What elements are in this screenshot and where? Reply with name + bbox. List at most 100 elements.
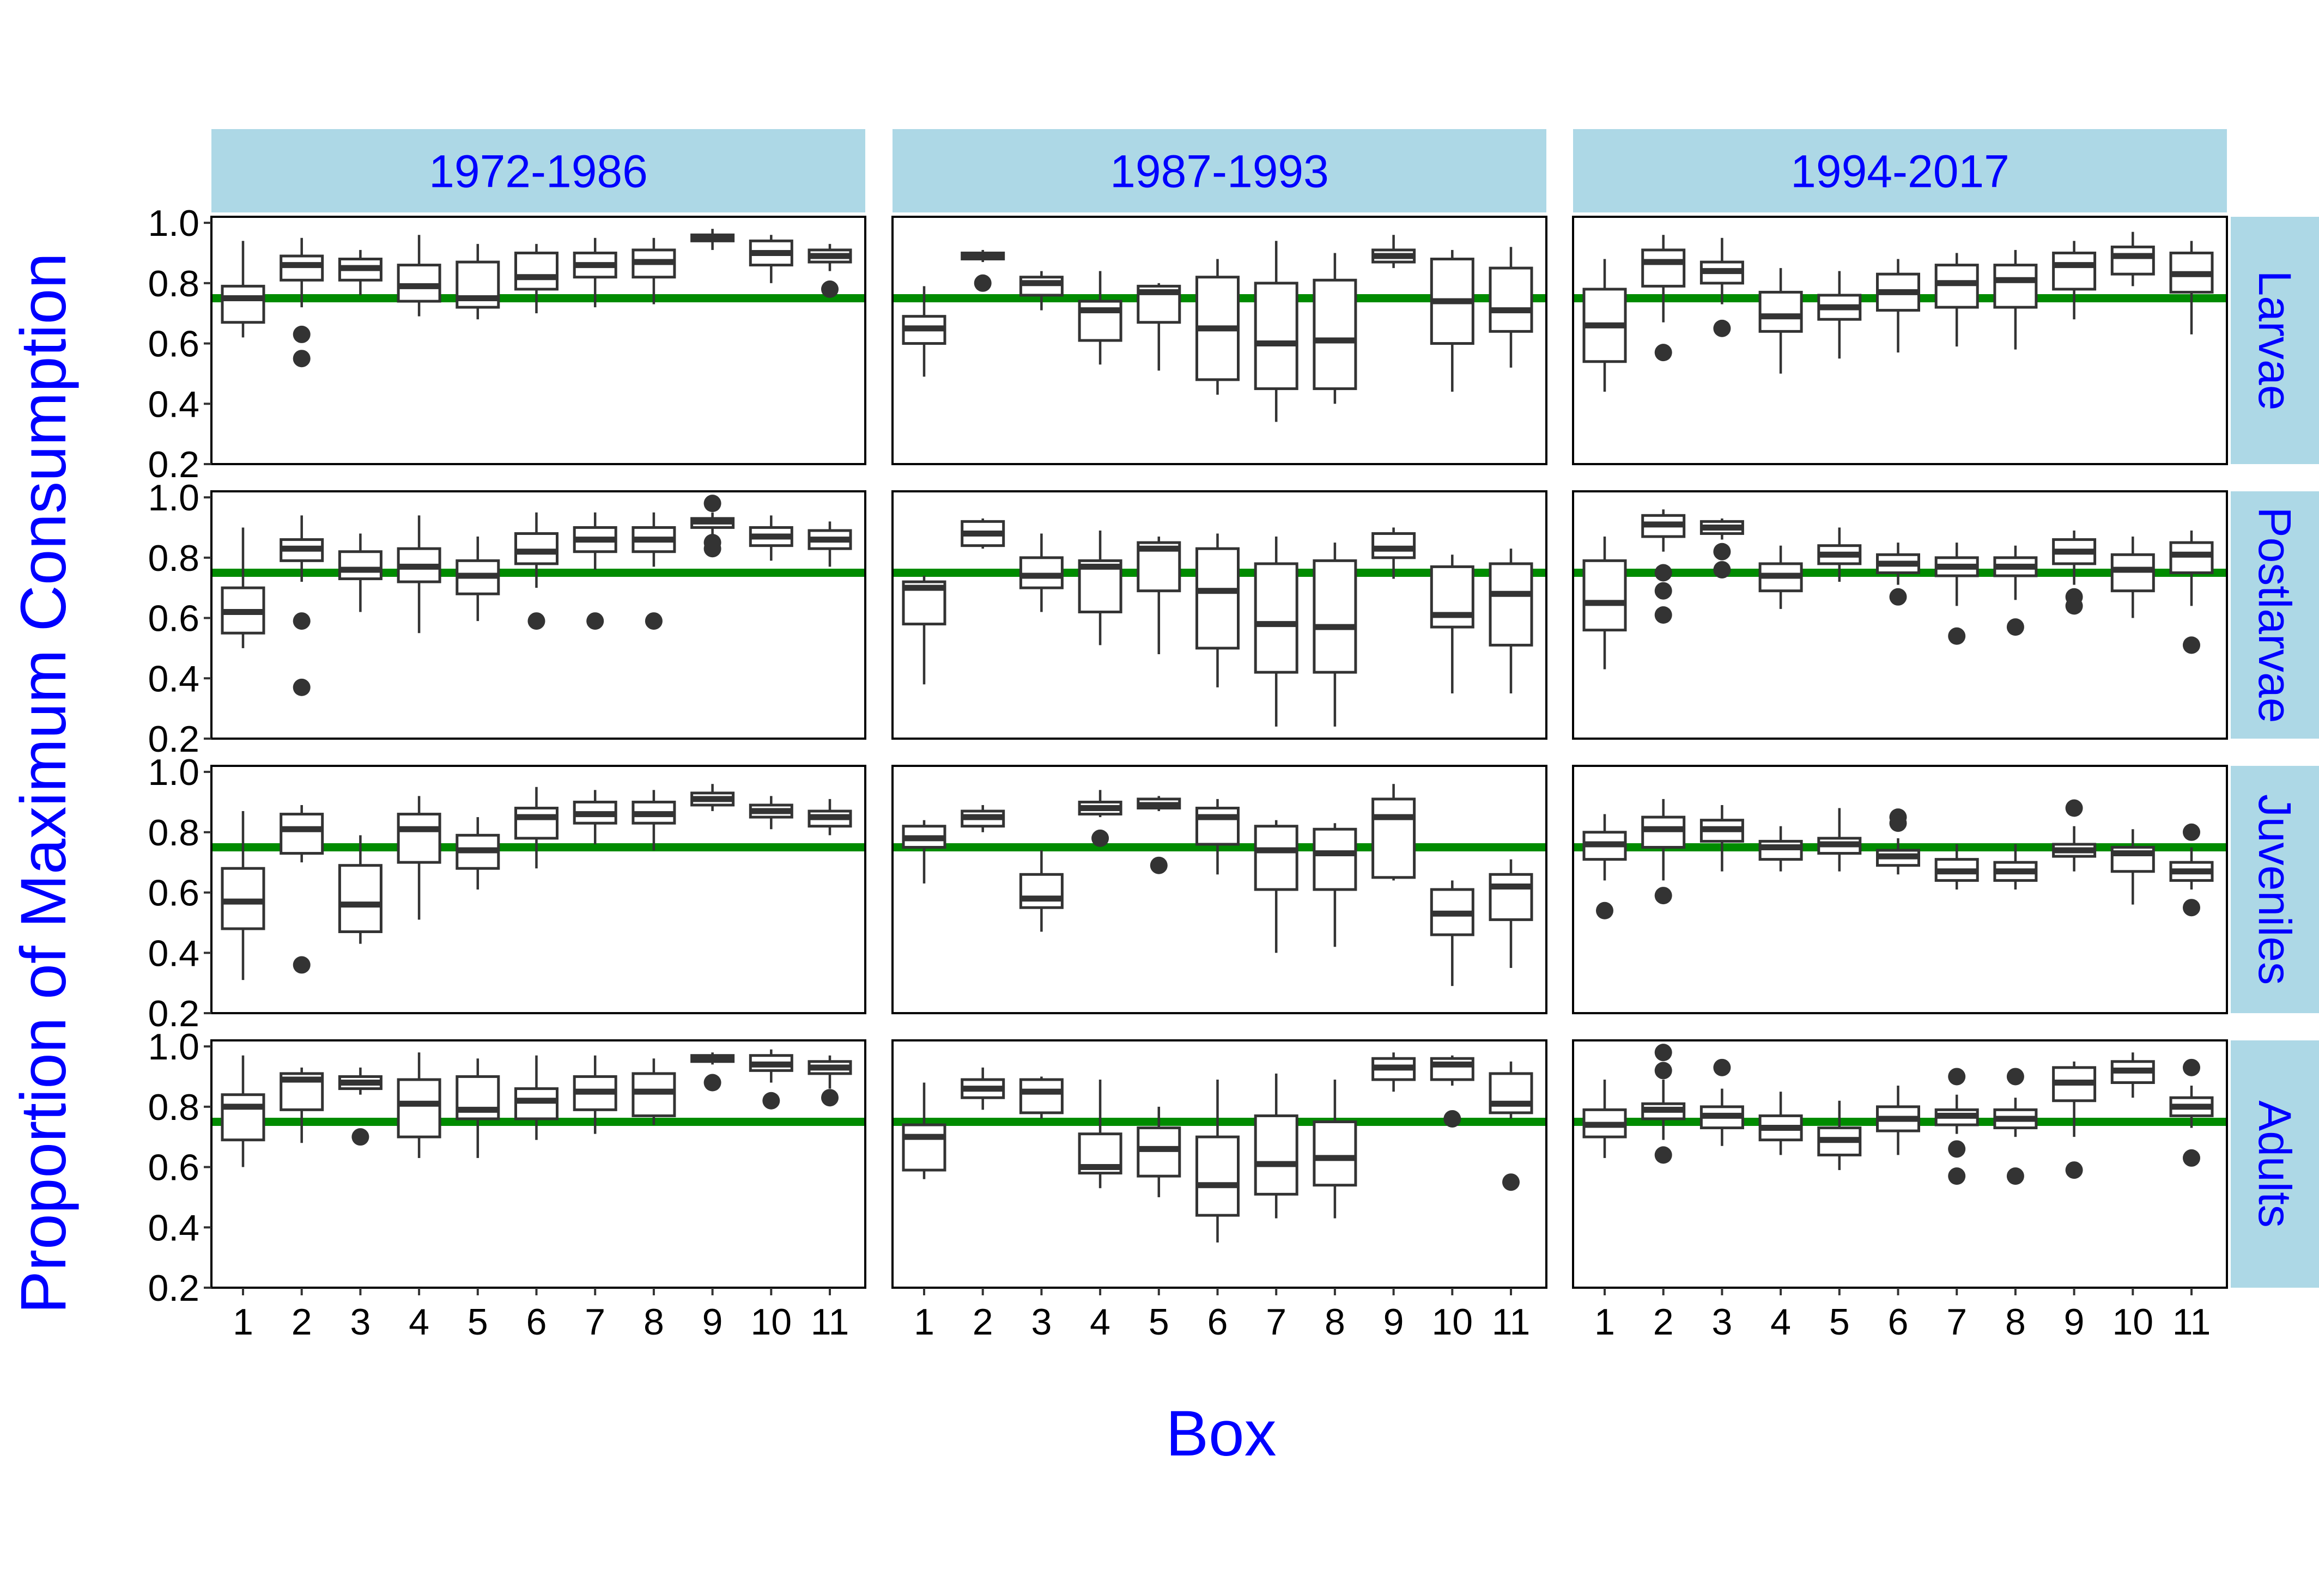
- facet-strip-col-2: [893, 129, 1546, 212]
- box-6: [514, 512, 558, 630]
- box-outlier: [2065, 799, 2083, 817]
- box-outlier: [1889, 588, 1907, 606]
- panel-content: [1573, 799, 2227, 919]
- y-tick-label: 0.2: [148, 444, 199, 485]
- box-11: [2169, 823, 2214, 917]
- box-body: [280, 813, 324, 855]
- box-outlier: [1654, 1044, 1672, 1062]
- y-tick-label: 0.2: [148, 1268, 199, 1309]
- box-outlier: [1443, 1110, 1461, 1128]
- box-9: [1371, 235, 1416, 269]
- panel-border: [1572, 765, 2228, 1014]
- box-2: [961, 1067, 1005, 1110]
- box-4: [1758, 545, 1803, 609]
- x-tick-label: 6: [1207, 1301, 1228, 1343]
- box-4: [1078, 530, 1122, 645]
- box-9: [690, 784, 735, 812]
- box-8: [1993, 1068, 2038, 1185]
- box-body: [514, 532, 558, 565]
- box-7: [1934, 1068, 1979, 1185]
- box-4: [1078, 1079, 1122, 1189]
- y-tick-label: 0.4: [148, 1207, 199, 1248]
- x-tick-label: 3: [1031, 1301, 1052, 1343]
- panel-border: [891, 490, 1547, 740]
- box-outlier: [1654, 564, 1672, 582]
- box-body: [632, 1072, 676, 1117]
- box-outlier: [703, 1074, 721, 1092]
- box-outlier: [1948, 1068, 1966, 1086]
- x-tick-label: 6: [1888, 1301, 1909, 1343]
- box-body: [397, 1078, 441, 1138]
- box-outlier: [1654, 1146, 1672, 1164]
- box-3: [1699, 805, 1744, 872]
- facet-strip-row-label: Postlarvae: [2249, 507, 2300, 723]
- box-body: [514, 251, 558, 291]
- x-tick-label: 7: [1266, 1301, 1286, 1343]
- facet-strip-row-4: [2231, 1040, 2319, 1288]
- box-outlier: [2006, 1167, 2024, 1185]
- x-tick-label: 9: [1383, 1301, 1404, 1343]
- box-body: [1019, 1078, 1064, 1114]
- panel-content: [893, 1052, 1546, 1242]
- box-11: [1489, 247, 1533, 368]
- box-outlier: [1713, 561, 1731, 578]
- box-8: [1993, 249, 2038, 350]
- box-1: [1582, 259, 1627, 392]
- panel-larvae-1994-2017: [1572, 216, 2228, 465]
- box-6: [1876, 259, 1920, 353]
- box-outlier: [1948, 627, 1966, 645]
- box-body: [1254, 562, 1298, 674]
- box-body: [221, 867, 265, 930]
- box-2: [961, 249, 1005, 292]
- box-8: [1313, 823, 1357, 947]
- x-tick-label: 8: [2005, 1301, 2026, 1343]
- box-3: [1019, 533, 1064, 612]
- panel-larvae-1972-1986: 0.2 0.4 0.6 0.8 1.0: [148, 203, 866, 485]
- box-5: [1817, 527, 1862, 582]
- box-outlier: [351, 1128, 369, 1146]
- box-body: [1137, 1126, 1181, 1178]
- box-body: [1371, 797, 1416, 879]
- box-10: [2110, 232, 2155, 287]
- panel-border: [1572, 490, 2228, 740]
- box-body: [902, 1123, 946, 1172]
- box-outlier: [703, 495, 721, 513]
- box-7: [1254, 1073, 1298, 1219]
- box-10: [749, 515, 793, 561]
- box-4: [397, 515, 441, 633]
- box-outlier: [1654, 582, 1672, 600]
- box-body: [1195, 547, 1240, 650]
- panel-juveniles-1994-2017: [1572, 765, 2228, 1014]
- box-6: [1876, 808, 1920, 875]
- box-body: [1313, 559, 1357, 674]
- box-outlier: [293, 350, 311, 368]
- box-body: [1934, 264, 1979, 309]
- box-2: [961, 805, 1005, 832]
- y-tick-label: 1.0: [148, 1026, 199, 1068]
- box-9: [1371, 784, 1416, 881]
- box-11: [2169, 1058, 2214, 1167]
- x-tick-label: 11: [2172, 1301, 2211, 1343]
- box-4: [397, 796, 441, 920]
- box-body: [2052, 251, 2097, 291]
- x-tick-label: 3: [1711, 1301, 1732, 1343]
- box-3: [1019, 850, 1064, 932]
- box-11: [808, 799, 852, 836]
- x-tick-label: 4: [409, 1301, 429, 1343]
- box-11: [1489, 859, 1533, 968]
- box-2: [280, 805, 324, 974]
- box-outlier: [1502, 1173, 1520, 1191]
- facet-strip-row-label: Adults: [2249, 1100, 2300, 1227]
- box-outlier: [703, 540, 721, 558]
- x-tick-label: 4: [1090, 1301, 1110, 1343]
- panel-border: [1572, 1039, 2228, 1289]
- facet-strip-col-label: 1994-2017: [1790, 146, 2010, 197]
- box-2: [1641, 235, 1686, 362]
- box-8: [632, 1058, 676, 1125]
- box-10: [749, 235, 793, 283]
- box-9: [1371, 527, 1416, 579]
- x-tick-label: 6: [526, 1301, 547, 1343]
- box-body: [2110, 245, 2155, 276]
- box-6: [1195, 799, 1240, 875]
- box-10: [1430, 249, 1474, 392]
